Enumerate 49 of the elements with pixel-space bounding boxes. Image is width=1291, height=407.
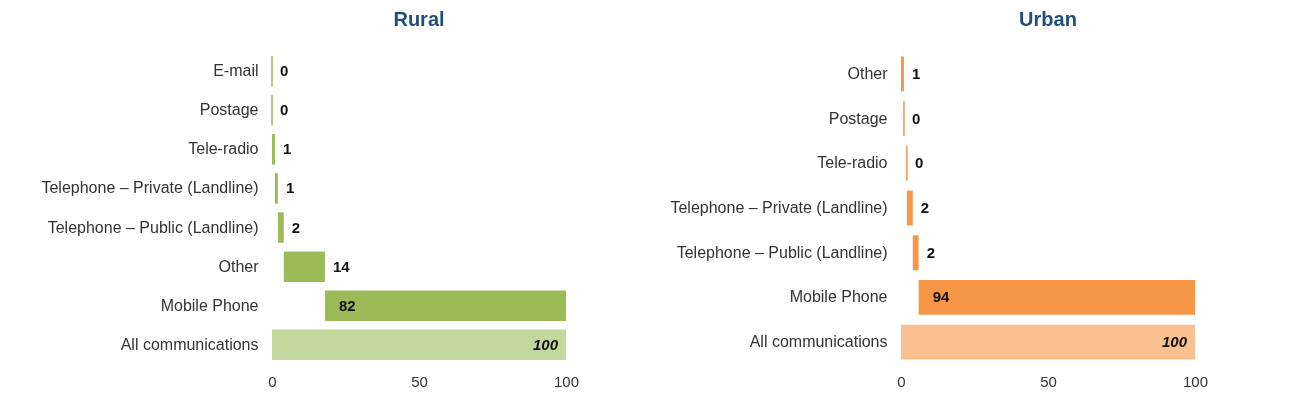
data-label: 0 bbox=[914, 154, 924, 172]
data-label: 2 bbox=[291, 218, 301, 236]
x-tick-label: 100 bbox=[553, 372, 580, 390]
y-tick-label: Tele-radio bbox=[817, 154, 888, 172]
bar bbox=[906, 190, 913, 226]
y-tick-label: All communications bbox=[749, 333, 888, 351]
bar bbox=[283, 251, 325, 282]
x-tick-label: 100 bbox=[1182, 372, 1209, 390]
bar bbox=[272, 329, 566, 361]
y-tick-label: Mobile Phone bbox=[789, 288, 888, 306]
bar bbox=[272, 134, 275, 165]
bar bbox=[912, 235, 919, 271]
y-tick-label: E-mail bbox=[213, 62, 259, 80]
data-label: 100 bbox=[532, 335, 559, 353]
y-tick-label: Tele-radio bbox=[188, 140, 259, 158]
y-tick-label: Telephone – Public (Landline) bbox=[47, 218, 259, 236]
bar bbox=[901, 56, 904, 92]
y-tick-label: Telephone – Public (Landline) bbox=[676, 243, 888, 261]
data-label: 82 bbox=[338, 296, 356, 314]
chart-title: Rural bbox=[393, 8, 445, 30]
y-tick-label: Postage bbox=[828, 109, 888, 127]
data-label: 100 bbox=[1161, 333, 1188, 351]
bar bbox=[274, 173, 278, 204]
chart-title: Urban bbox=[1019, 8, 1077, 30]
data-label: 0 bbox=[280, 62, 289, 80]
x-tick-label: 0 bbox=[268, 372, 277, 390]
bar bbox=[901, 324, 1195, 360]
data-label: 0 bbox=[911, 109, 921, 127]
bar bbox=[324, 290, 566, 321]
y-tick-label: Telephone – Private (Landline) bbox=[41, 179, 259, 197]
y-tick-label: Telephone – Private (Landline) bbox=[670, 199, 888, 216]
y-tick-label: Postage bbox=[199, 101, 259, 119]
data-label: 1 bbox=[282, 140, 292, 158]
bar bbox=[277, 212, 284, 243]
data-label: 14 bbox=[332, 257, 351, 275]
y-tick-label: Other bbox=[218, 257, 260, 275]
x-tick-label: 50 bbox=[411, 372, 428, 390]
data-label: 94 bbox=[932, 288, 950, 306]
data-label: 2 bbox=[920, 199, 930, 216]
data-label: 1 bbox=[911, 64, 921, 82]
x-tick-label: 50 bbox=[1040, 372, 1057, 390]
data-label: 1 bbox=[285, 179, 295, 197]
y-tick-label: Other bbox=[847, 64, 889, 82]
x-tick-label: 0 bbox=[897, 372, 906, 390]
data-label: 0 bbox=[280, 101, 289, 119]
data-label: 2 bbox=[926, 243, 935, 261]
bar bbox=[918, 279, 1195, 315]
y-tick-label: All communications bbox=[120, 335, 259, 353]
y-tick-label: Mobile Phone bbox=[160, 296, 259, 314]
